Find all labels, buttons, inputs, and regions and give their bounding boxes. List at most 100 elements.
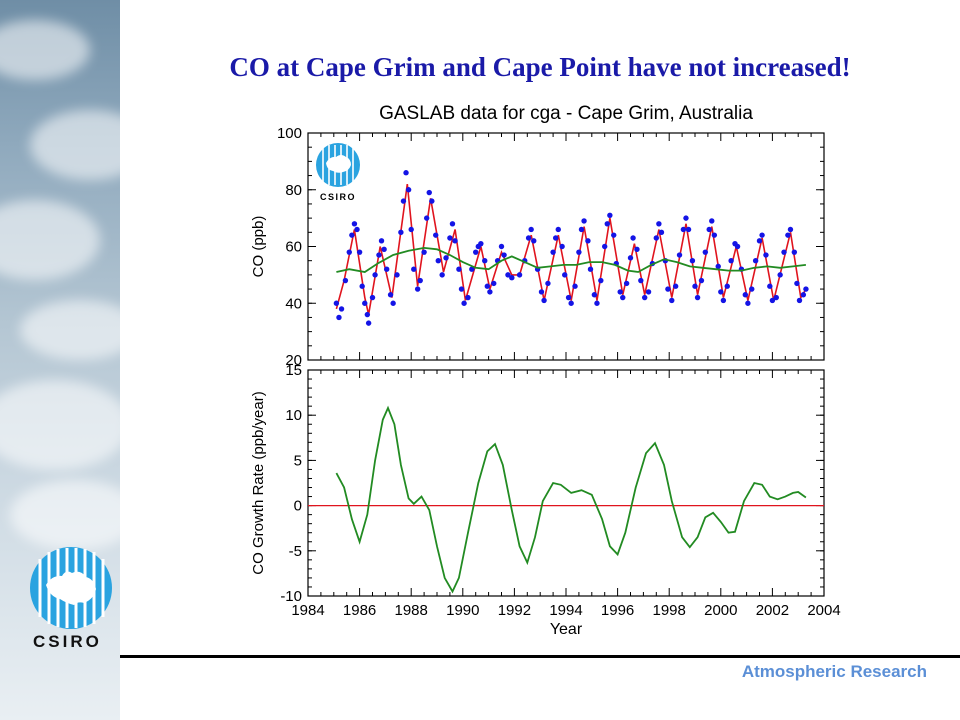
data-point — [414, 286, 421, 292]
chart-logo-text: CSIRO — [320, 192, 356, 202]
top-plot-frame — [307, 132, 825, 361]
data-point — [656, 221, 662, 227]
data-point — [555, 226, 561, 233]
bottom-divider — [120, 655, 960, 658]
data-point — [550, 249, 556, 255]
data-point — [465, 294, 471, 301]
data-point — [602, 243, 608, 250]
data-point — [354, 226, 360, 233]
seasonal-fit-line — [335, 183, 807, 315]
data-point — [769, 297, 776, 304]
top-y-tick-label: 60 — [285, 239, 302, 256]
data-point — [516, 272, 523, 278]
footer-label: Atmospheric Research — [741, 662, 927, 681]
data-point — [400, 198, 407, 204]
data-point — [505, 272, 511, 278]
data-point — [658, 229, 665, 236]
data-point — [781, 249, 787, 255]
data-point — [362, 300, 368, 306]
bottom-y-tick-label: -10 — [280, 588, 302, 605]
data-point — [665, 286, 671, 292]
data-point — [531, 238, 537, 244]
x-tick-label: 2002 — [756, 602, 789, 619]
data-point — [794, 280, 800, 287]
data-point — [627, 255, 634, 261]
bottom-y-tick-label: 5 — [294, 452, 302, 469]
data-point — [552, 235, 559, 241]
data-point — [403, 170, 409, 176]
data-point — [711, 232, 718, 238]
data-point — [390, 300, 396, 306]
data-point — [617, 289, 623, 295]
data-point — [572, 283, 578, 289]
data-point — [565, 294, 572, 301]
data-point — [669, 297, 675, 304]
data-point — [594, 300, 600, 306]
bottom-y-axis-label: CO Growth Rate (ppb/year) — [250, 391, 267, 574]
data-point — [576, 249, 582, 255]
slide-title: CO at Cape Grim and Cape Point have not … — [229, 52, 851, 82]
data-point — [578, 226, 585, 233]
data-point — [568, 300, 574, 306]
data-point — [449, 221, 456, 227]
chart-csiro-logo: CSIRO — [316, 143, 360, 202]
co-chart: GASLAB data for cga - Cape Grim, Austral… — [250, 103, 841, 638]
data-point — [604, 221, 610, 227]
data-point — [433, 232, 439, 238]
data-point — [620, 294, 626, 301]
data-point — [528, 226, 534, 233]
data-point — [645, 289, 652, 295]
data-point — [585, 238, 591, 244]
data-point — [376, 252, 382, 258]
data-point — [538, 289, 545, 295]
data-point — [734, 243, 741, 250]
data-point — [672, 283, 679, 289]
data-point — [720, 297, 727, 304]
data-point — [759, 232, 765, 238]
data-point — [676, 252, 683, 258]
data-point — [394, 272, 400, 278]
data-point — [773, 294, 779, 301]
data-point — [777, 272, 783, 278]
data-point — [728, 257, 734, 264]
data-point — [443, 255, 449, 261]
data-point — [405, 187, 412, 193]
bottom-y-tick-label: 15 — [285, 362, 302, 379]
data-point — [763, 252, 769, 258]
data-point — [461, 300, 467, 306]
data-point — [417, 277, 423, 284]
data-point — [709, 218, 715, 224]
data-point — [724, 283, 730, 289]
top-y-tick-label: 80 — [285, 182, 302, 199]
data-point — [787, 226, 794, 233]
data-point — [756, 238, 763, 244]
data-point — [785, 232, 791, 238]
data-point — [767, 283, 773, 289]
data-point — [745, 300, 751, 306]
data-point — [378, 238, 385, 244]
trend-line — [336, 246, 807, 273]
x-tick-label: 1988 — [395, 602, 428, 619]
data-point — [634, 246, 640, 253]
data-point — [458, 286, 465, 292]
data-point — [653, 235, 659, 241]
data-point — [607, 212, 613, 218]
data-point — [383, 266, 390, 272]
data-point — [398, 229, 404, 236]
data-point — [752, 257, 759, 264]
data-point — [478, 240, 484, 247]
data-point — [749, 286, 755, 292]
data-point — [559, 243, 565, 250]
data-point — [364, 311, 371, 318]
data-point — [706, 226, 712, 233]
data-point — [491, 280, 497, 287]
data-point — [630, 235, 636, 241]
data-point — [369, 294, 376, 301]
data-point — [611, 232, 617, 238]
data-point — [685, 226, 692, 233]
x-tick-label: 1992 — [498, 602, 531, 619]
data-point — [349, 232, 355, 238]
data-point — [702, 249, 709, 255]
data-point — [598, 277, 604, 284]
data-point — [372, 272, 378, 278]
